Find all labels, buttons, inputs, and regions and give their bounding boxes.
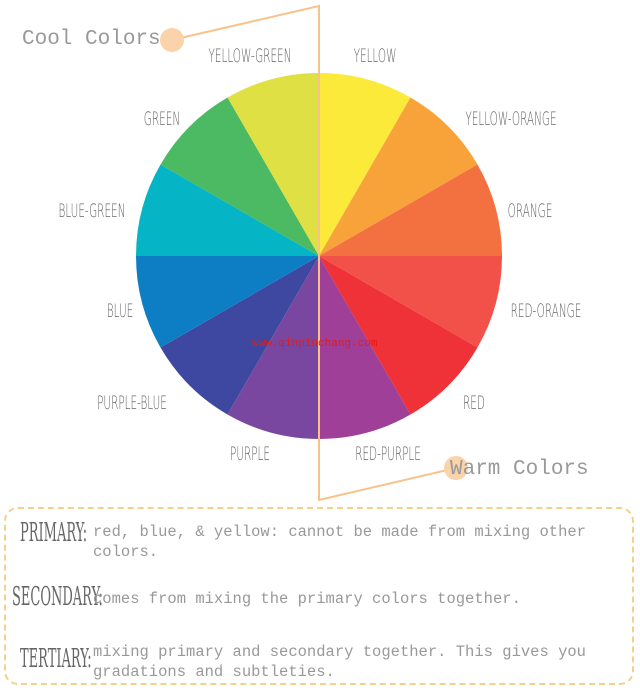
wheel-segment-yellow <box>319 73 411 256</box>
desc-secondary: comes from mixing the primary colors tog… <box>93 590 521 608</box>
segment-label-yellow-green: YELLOW-GREEN <box>208 45 292 67</box>
wheel-segment-orange <box>319 164 502 256</box>
segment-label-red-purple: RED-PURPLE <box>355 443 421 465</box>
legend-box <box>4 507 634 685</box>
callout-line <box>171 4 457 502</box>
term-primary: PRIMARY: <box>20 518 88 548</box>
term-tertiary: TERTIARY: <box>20 644 92 674</box>
wheel-segment-red <box>319 256 478 415</box>
wheel-segment-purple <box>227 256 319 439</box>
segment-label-green: GREEN <box>143 108 181 130</box>
segment-label-blue-green: BLUE-GREEN <box>58 200 126 222</box>
term-secondary: SECONDARY: <box>12 582 103 612</box>
wheel-segment-red-purple <box>319 256 411 439</box>
wheel-segment-purple-blue <box>160 256 319 415</box>
segment-label-orange: ORANGE <box>507 200 553 222</box>
warm-colors-dot <box>444 456 468 480</box>
cool-colors-label: Cool Colors <box>22 28 161 51</box>
segment-label-yellow-orange: YELLOW-ORANGE <box>465 108 557 130</box>
warm-colors-label: Warm Colors <box>450 458 589 481</box>
cool-colors-dot <box>160 28 184 52</box>
desc-tertiary: mixing primary and secondary together. T… <box>93 643 586 681</box>
segment-label-purple: PURPLE <box>230 443 270 465</box>
watermark: www.qinpinchang.com <box>252 338 378 350</box>
segment-label-red-orange: RED-ORANGE <box>510 300 582 322</box>
segment-label-blue: BLUE <box>106 300 134 322</box>
desc-primary: red, blue, & yellow: cannot be made from… <box>93 523 586 561</box>
segment-label-red: RED <box>463 392 485 414</box>
wheel-segment-yellow-green <box>227 73 319 256</box>
wheel-segment-red-orange <box>319 256 502 348</box>
wheel-segment-blue-green <box>136 164 319 256</box>
segment-label-yellow: YELLOW <box>353 45 397 67</box>
wheel-segment-green <box>160 97 319 256</box>
segment-label-purple-blue: PURPLE-BLUE <box>97 392 167 414</box>
wheel-segment-blue <box>136 256 319 348</box>
wheel-segment-yellow-orange <box>319 97 478 256</box>
